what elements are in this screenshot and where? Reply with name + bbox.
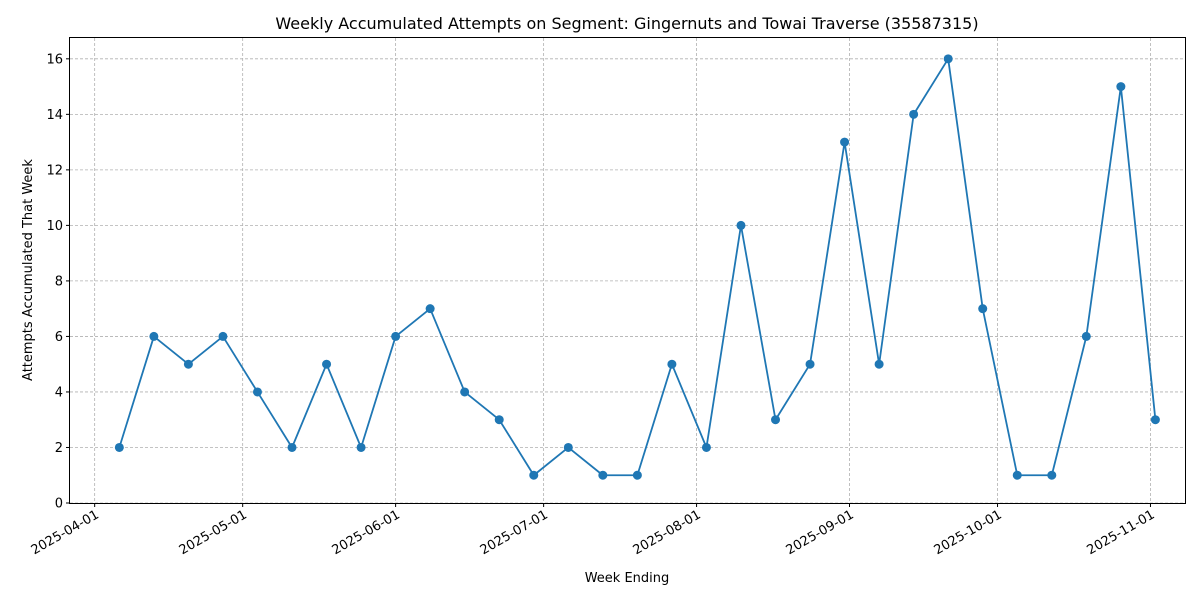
data-point: [1150, 415, 1160, 425]
data-point: [425, 304, 435, 314]
y-tick-label: 10: [46, 219, 63, 234]
plot-frame: [69, 37, 1186, 504]
data-point: [114, 442, 124, 452]
data-point: [736, 220, 746, 230]
data-point: [494, 415, 504, 425]
data-point: [391, 331, 401, 341]
data-point: [183, 359, 193, 369]
y-tick-label: 16: [46, 52, 63, 67]
grid: [70, 38, 1185, 504]
data-point: [909, 109, 919, 119]
data-point: [356, 442, 366, 452]
data-point: [563, 442, 573, 452]
y-axis-label: Attempts Accumulated That Week: [21, 159, 36, 381]
y-tick-label: 8: [55, 274, 63, 289]
data-point: [460, 387, 470, 397]
y-tick-label: 0: [55, 497, 63, 512]
data-point: [840, 137, 850, 147]
data-point: [632, 470, 642, 480]
data-point: [1047, 470, 1057, 480]
data-point: [701, 442, 711, 452]
y-axis-ticks: 0 2 4 6 8 10 12 14 16: [46, 52, 70, 512]
data-point: [943, 54, 953, 64]
y-tick-label: 14: [46, 108, 63, 123]
data-point: [874, 359, 884, 369]
data-point: [667, 359, 677, 369]
data-point: [598, 470, 608, 480]
series: [114, 54, 1160, 480]
data-point: [322, 359, 332, 369]
y-tick-label: 6: [55, 330, 63, 345]
y-tick-label: 12: [46, 163, 63, 178]
y-tick-label: 2: [55, 441, 63, 456]
data-point: [1012, 470, 1022, 480]
data-point: [218, 331, 228, 341]
data-point: [805, 359, 815, 369]
data-point: [529, 470, 539, 480]
x-axis-label: Week Ending: [585, 571, 670, 586]
data-point: [1116, 82, 1126, 92]
data-point: [149, 331, 159, 341]
data-point: [252, 387, 262, 397]
data-point: [771, 415, 781, 425]
data-point: [1081, 331, 1091, 341]
chart-title: Weekly Accumulated Attempts on Segment: …: [275, 14, 978, 33]
data-point: [287, 442, 297, 452]
data-point: [978, 304, 988, 314]
y-tick-label: 4: [55, 385, 63, 400]
